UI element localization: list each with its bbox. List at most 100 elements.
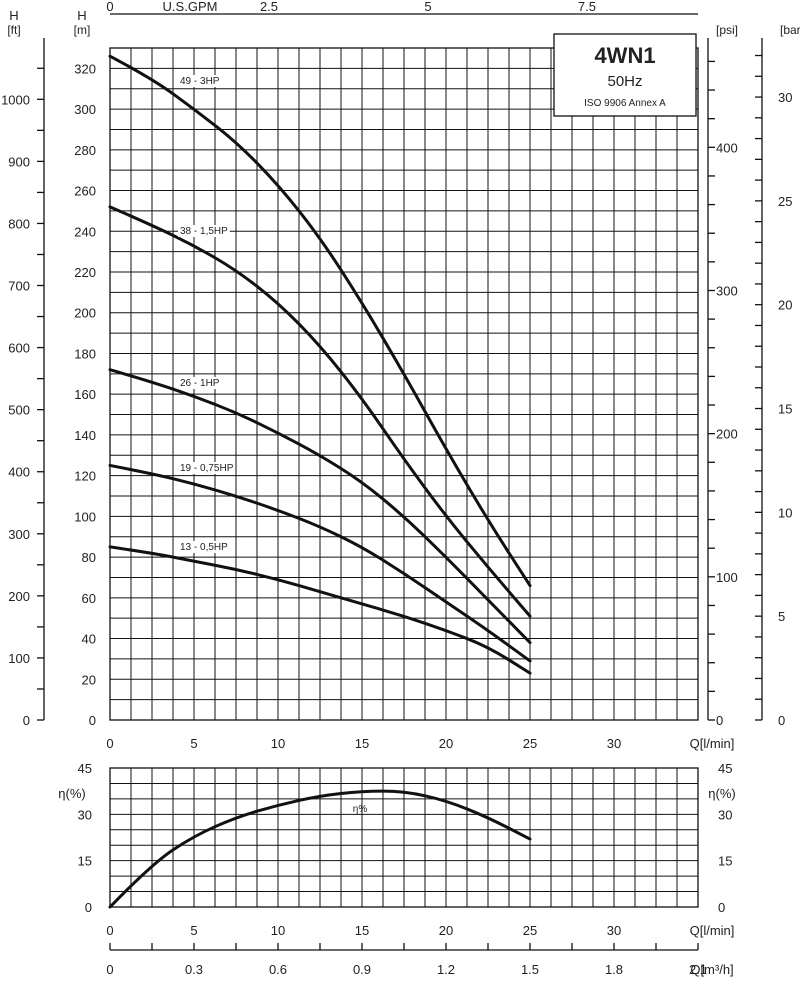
eff-x-tick-label: 10 (271, 923, 285, 938)
main-grid (109, 47, 699, 721)
y-m-tick-label: 120 (74, 469, 96, 484)
y-m-axis-label: H (77, 8, 86, 23)
y-bar-ticks: 0 5 10 15 20 25 30 (778, 90, 792, 728)
curve-label-bg (178, 377, 222, 389)
y-m-tick-label: 260 (74, 184, 96, 199)
eff-y-axis-label-left: η(%) (58, 786, 85, 801)
curve-label-bg (178, 541, 230, 553)
y-ft-axis-unit: [ft] (7, 23, 20, 37)
m3h-tick-label: 1.2 (437, 962, 455, 977)
x-tick-label: 25 (523, 736, 537, 751)
y-psi-tick-label: 200 (716, 427, 738, 442)
y-bar-tick-label: 30 (778, 90, 792, 105)
y-psi-axis-label: [psi] (716, 23, 738, 37)
m3h-tick-label: 2.1 (689, 962, 707, 977)
eff-x-tick-label: 25 (523, 923, 537, 938)
eff-y-tick-left: 15 (78, 854, 92, 869)
efficiency-curve-label: η% (353, 804, 368, 815)
x-unit-label: Q[l/min] (690, 736, 735, 751)
x-tick-label: 5 (190, 736, 197, 751)
title-box-frame (553, 33, 697, 117)
curve-label: 49 - 3HP (180, 76, 220, 87)
y-m-tick-label: 100 (74, 509, 96, 524)
eff-x-unit-label: Q[l/min] (690, 923, 735, 938)
y-psi-tick-label: 400 (716, 140, 738, 155)
eff-x-tick-label: 20 (439, 923, 453, 938)
y-m-tick-label: 200 (74, 306, 96, 321)
y-ft-tick-label: 700 (8, 279, 30, 294)
y-m-tick-label: 60 (82, 591, 96, 606)
y-ft-tick-label: 1000 (1, 92, 30, 107)
x-tick-label: 0 (106, 736, 113, 751)
gpm-tick-label: 7.5 (578, 0, 596, 14)
y-m-tick-label: 300 (74, 102, 96, 117)
gpm-tick-label: 0 (106, 0, 113, 14)
x-tick-label: 30 (607, 736, 621, 751)
eff-y-ticks: 0 0 15 15 30 30 45 45 (78, 761, 733, 915)
y-ft-tick-label: 600 (8, 341, 30, 356)
y-bar-tick-label: 20 (778, 298, 792, 313)
curve-label-bg (178, 225, 230, 237)
y-psi-tick-label: 0 (716, 713, 723, 728)
m3h-tick-label: 0.6 (269, 962, 287, 977)
eff-plot-frame (109, 767, 699, 908)
efficiency-curve (108, 789, 532, 909)
y-bar-tick-label: 0 (778, 713, 785, 728)
m3h-tick-label: 0 (106, 962, 113, 977)
eff-x-tick-label: 0 (106, 923, 113, 938)
y-m-tick-label: 240 (74, 224, 96, 239)
y-m-tick-label: 280 (74, 143, 96, 158)
eff-y-tick-right: 15 (718, 854, 732, 869)
y-m-tick-label: 160 (74, 387, 96, 402)
y-bar-tick-label: 10 (778, 505, 792, 520)
eff-y-tick-left: 45 (78, 761, 92, 776)
y-bar-tick-label: 5 (778, 609, 785, 624)
curve-label-bg (178, 75, 222, 87)
legend-title-box: 4WN1 50Hz ISO 9906 Annex A (553, 33, 697, 117)
curve-label: 13 - 0,5HP (180, 542, 228, 553)
eff-x-tick-label: 30 (607, 923, 621, 938)
y-ft-ticks: 0 100 200 300 400 500 600 700 800 900 1000 (1, 92, 30, 728)
y-m-tick-label: 0 (89, 713, 96, 728)
x-tick-label: 15 (355, 736, 369, 751)
m3h-tick-label: 0.3 (185, 962, 203, 977)
y-m-ticks: 0 20 40 60 80 100 120 140 160 180 200 220 240 260 280 3… (74, 61, 96, 728)
y-m-tick-label: 40 (82, 632, 96, 647)
y-ft-tick-label: 400 (8, 465, 30, 480)
main-x-ticks: 0 5 10 15 20 25 30 (106, 736, 621, 751)
y-ft-tick-label: 500 (8, 403, 30, 418)
y-m-tick-label: 180 (74, 346, 96, 361)
y-bar-axis-label: [bar] (780, 23, 800, 37)
y-ft-axis-label: H (9, 8, 18, 23)
pump-curves: 49 - 3HP 38 - 1,5HP 26 - 1HP 19 - 0,75HP 13 … (108, 54, 532, 675)
eff-x-tick-label: 15 (355, 923, 369, 938)
eff-y-tick-right: 45 (718, 761, 732, 776)
m3h-tick-label: 1.5 (521, 962, 539, 977)
y-m-tick-label: 140 (74, 428, 96, 443)
m3h-tick-label: 1.8 (605, 962, 623, 977)
y-ft-tick-label: 100 (8, 651, 30, 666)
y-psi-tick-label: 300 (716, 283, 738, 298)
y-m-axis-unit: [m] (74, 23, 91, 37)
curve-label: 19 - 0,75HP (180, 463, 234, 474)
eff-y-tick-right: 30 (718, 807, 732, 822)
chart-standard: ISO 9906 Annex A (584, 98, 666, 109)
x-tick-label: 20 (439, 736, 453, 751)
y-m-tick-label: 220 (74, 265, 96, 280)
eff-grid (109, 767, 699, 908)
m3h-ticks: 0 0.3 0.6 0.9 1.2 1.5 1.8 2.1 (106, 962, 707, 977)
y-ft-tick-label: 0 (23, 713, 30, 728)
pump-curve-line (108, 545, 532, 675)
y-bar-tick-label: 15 (778, 402, 792, 417)
pump-curve-line (108, 54, 532, 588)
top-gpm-ticks: 0 2.5 5 7.5 (106, 0, 596, 14)
chart-subtitle: 50Hz (607, 73, 642, 90)
eff-y-tick-left: 0 (85, 900, 92, 915)
pump-curve-line (108, 368, 532, 645)
y-bar-tick-label: 25 (778, 194, 792, 209)
pump-curve-line (108, 205, 532, 618)
gpm-tick-label: 5 (424, 0, 431, 14)
curve-label: 38 - 1,5HP (180, 226, 228, 237)
